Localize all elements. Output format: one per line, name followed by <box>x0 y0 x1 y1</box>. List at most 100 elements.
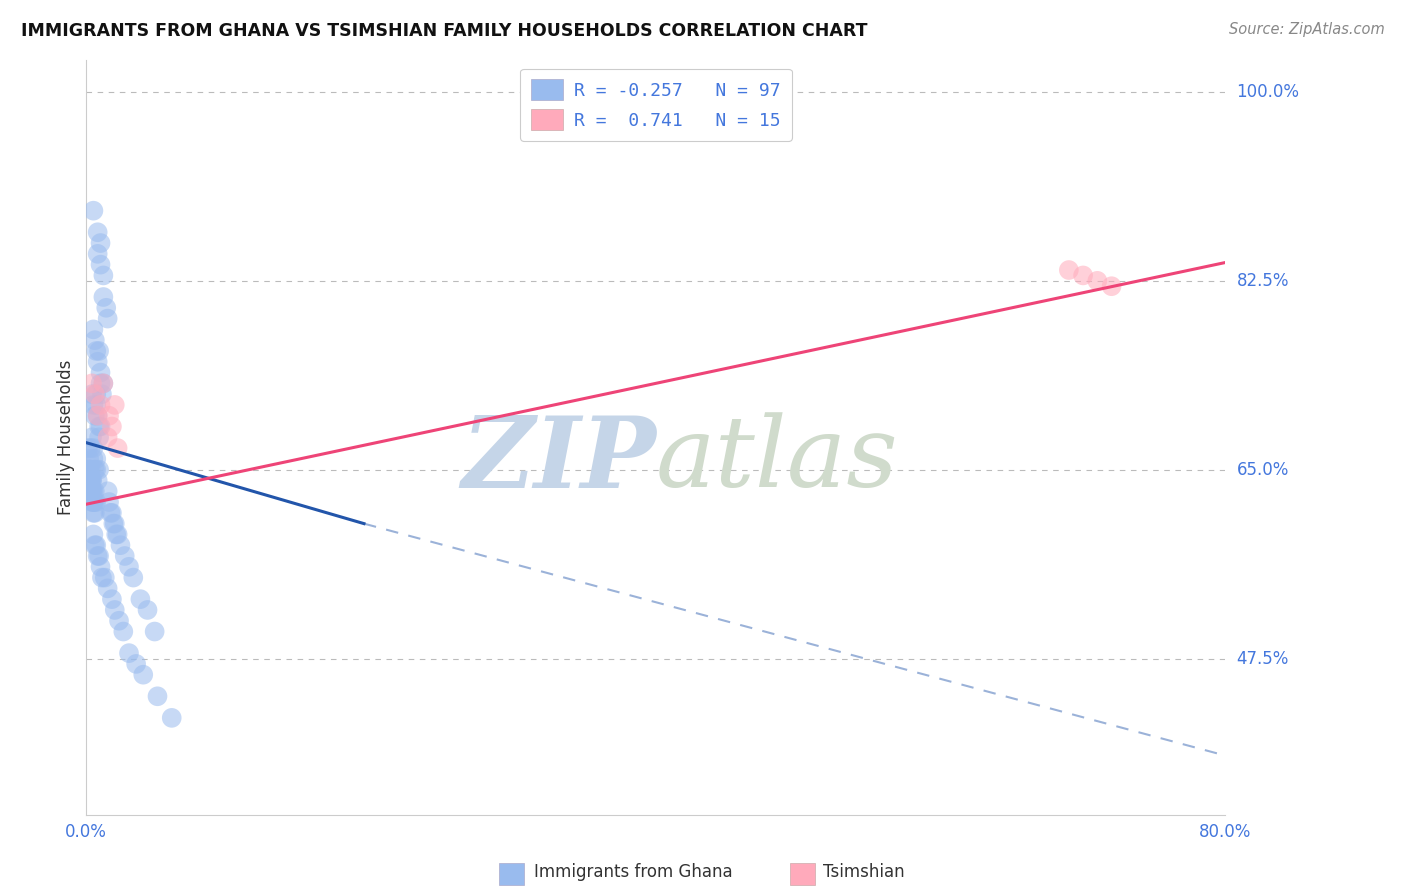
Point <box>77 474 100 488</box>
Point <box>86 409 108 423</box>
Point <box>105 527 128 541</box>
Text: 65.0%: 65.0% <box>1237 460 1289 479</box>
Point <box>80 484 103 499</box>
Text: 47.5%: 47.5% <box>1237 649 1289 667</box>
Point <box>77 463 100 477</box>
Point <box>80 474 103 488</box>
Point <box>86 225 108 239</box>
Text: 82.5%: 82.5% <box>1237 272 1289 290</box>
Point <box>90 258 112 272</box>
Point <box>87 549 110 563</box>
Point <box>83 333 105 347</box>
Point <box>125 657 148 671</box>
Point <box>84 538 107 552</box>
Point <box>86 549 108 563</box>
Point <box>107 527 129 541</box>
Point <box>90 366 112 380</box>
Point <box>82 451 104 466</box>
Point <box>82 495 104 509</box>
Point <box>136 603 159 617</box>
Point <box>76 441 98 455</box>
Point <box>83 506 105 520</box>
Point <box>110 538 132 552</box>
Point <box>82 441 104 455</box>
Point <box>97 430 120 444</box>
Point <box>80 376 103 391</box>
Point <box>79 474 101 488</box>
Point <box>101 419 124 434</box>
Point <box>143 624 166 639</box>
Point <box>84 387 107 401</box>
Point <box>100 506 122 520</box>
Y-axis label: Family Households: Family Households <box>58 359 75 515</box>
Point <box>93 376 115 391</box>
Point <box>84 343 107 358</box>
Point <box>79 484 101 499</box>
Point <box>86 409 108 423</box>
Point <box>129 592 152 607</box>
Point <box>107 441 129 455</box>
Point <box>1057 263 1080 277</box>
Point <box>98 409 121 423</box>
Point <box>114 549 136 563</box>
Point <box>91 387 114 401</box>
Point <box>118 559 141 574</box>
Text: atlas: atlas <box>655 412 898 508</box>
Point <box>83 409 105 423</box>
Point <box>79 474 101 488</box>
Point <box>101 506 124 520</box>
Point <box>160 711 183 725</box>
Point <box>93 268 115 283</box>
Text: Immigrants from Ghana: Immigrants from Ghana <box>534 863 733 881</box>
Point <box>84 495 107 509</box>
Point <box>82 203 104 218</box>
Point <box>122 571 145 585</box>
Point <box>83 495 105 509</box>
Point <box>98 495 121 509</box>
Point <box>83 463 105 477</box>
Point <box>79 463 101 477</box>
Point <box>118 646 141 660</box>
Point <box>90 235 112 250</box>
Point <box>82 484 104 499</box>
Point <box>84 463 107 477</box>
Point <box>101 592 124 607</box>
Point <box>80 387 103 401</box>
Point <box>83 484 105 499</box>
Point <box>90 376 112 391</box>
Point <box>90 419 112 434</box>
Point <box>96 301 118 315</box>
Point <box>112 624 135 639</box>
Point <box>87 430 110 444</box>
Point <box>1101 279 1123 293</box>
Point <box>86 355 108 369</box>
Point <box>104 516 127 531</box>
Point <box>97 484 120 499</box>
Point <box>84 451 107 466</box>
Text: IMMIGRANTS FROM GHANA VS TSIMSHIAN FAMILY HOUSEHOLDS CORRELATION CHART: IMMIGRANTS FROM GHANA VS TSIMSHIAN FAMIL… <box>21 22 868 40</box>
Point <box>82 527 104 541</box>
Point <box>79 474 101 488</box>
Text: 100.0%: 100.0% <box>1237 83 1299 101</box>
Point <box>77 451 100 466</box>
Point <box>80 495 103 509</box>
Point <box>82 506 104 520</box>
Point <box>87 463 110 477</box>
Point <box>80 430 103 444</box>
Point <box>83 538 105 552</box>
Point <box>79 441 101 455</box>
Point <box>86 247 108 261</box>
Point <box>90 398 112 412</box>
Point <box>90 559 112 574</box>
Point <box>87 343 110 358</box>
Point <box>97 582 120 596</box>
Point <box>93 290 115 304</box>
Point <box>87 419 110 434</box>
Point <box>82 495 104 509</box>
Point <box>77 463 100 477</box>
Point <box>103 516 125 531</box>
Point <box>94 571 117 585</box>
Point <box>97 311 120 326</box>
Point <box>86 474 108 488</box>
Point <box>146 690 169 704</box>
